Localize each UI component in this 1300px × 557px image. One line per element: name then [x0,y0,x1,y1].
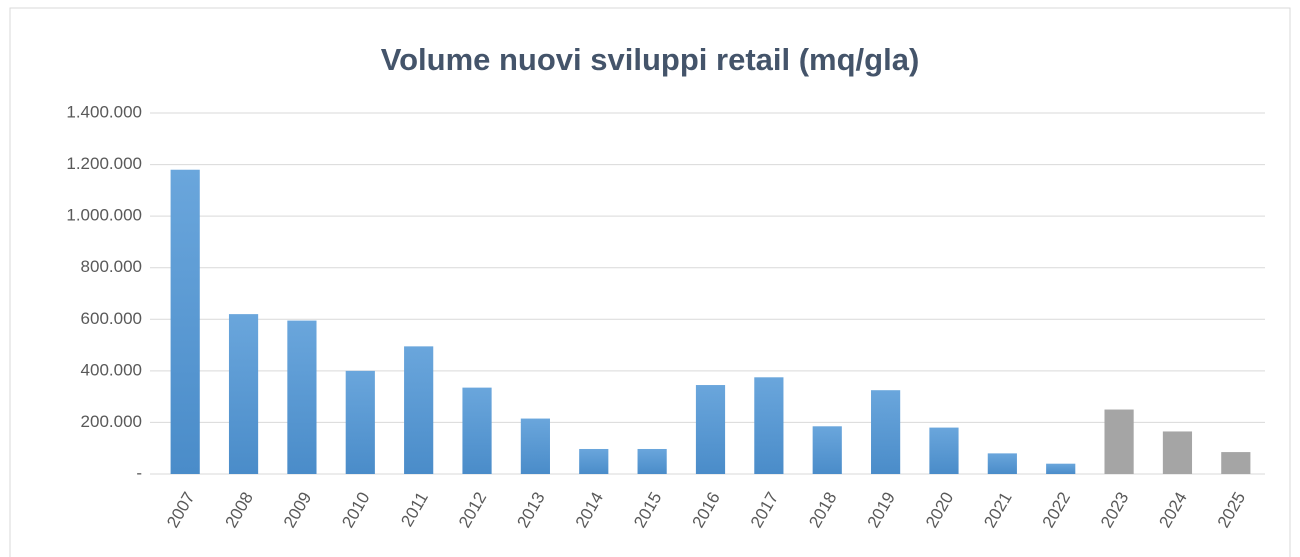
x-tick-label: 2022 [1039,489,1074,531]
y-tick-label: - [136,463,142,482]
bar [1104,409,1134,474]
bar [1162,431,1193,474]
x-tick-label: 2024 [1155,489,1190,531]
x-tick-label: 2023 [1097,489,1132,531]
x-tick-label: 2016 [688,489,723,531]
y-tick-label: 800.000 [81,257,142,276]
bar [520,418,550,474]
chart-title: Volume nuovi sviluppi retail (mq/gla) [381,42,920,77]
bar [287,320,317,474]
bar [929,427,959,474]
y-tick-label: 1.400.000 [66,102,142,121]
bar [754,377,784,474]
x-tick-label: 2014 [572,489,607,531]
x-tick-label: 2013 [513,489,548,531]
y-tick-label: 600.000 [81,309,142,328]
bar [579,448,609,474]
chart-frame [9,7,1291,557]
bar [1046,463,1076,474]
x-tick-label: 2017 [747,489,782,531]
x-tick-label: 2018 [805,489,840,531]
x-tick-label: 2009 [280,489,315,531]
bar [462,387,492,474]
x-tick-label: 2011 [397,489,432,530]
x-tick-label: 2007 [163,489,198,531]
bar [345,370,375,474]
x-tick-label: 2015 [630,489,665,531]
bar [404,346,434,474]
bar [987,453,1017,474]
y-tick-label: 400.000 [81,360,142,379]
bar [228,314,259,474]
x-tick-label: 2008 [222,489,257,531]
bar [637,448,667,474]
x-tick-label: 2025 [1214,489,1249,531]
bar [812,426,842,474]
y-tick-label: 200.000 [81,412,142,431]
x-tick-label: 2012 [455,489,490,531]
bar [1221,452,1251,474]
y-tick-label: 1.200.000 [66,154,142,173]
x-tick-label: 2010 [338,489,373,531]
x-tick-label: 2019 [864,489,899,531]
y-tick-label: 1.000.000 [66,206,142,225]
x-tick-label: 2020 [922,489,957,531]
bar [695,385,726,474]
bar [871,390,901,474]
bar [170,169,200,474]
x-tick-label: 2021 [980,489,1015,531]
